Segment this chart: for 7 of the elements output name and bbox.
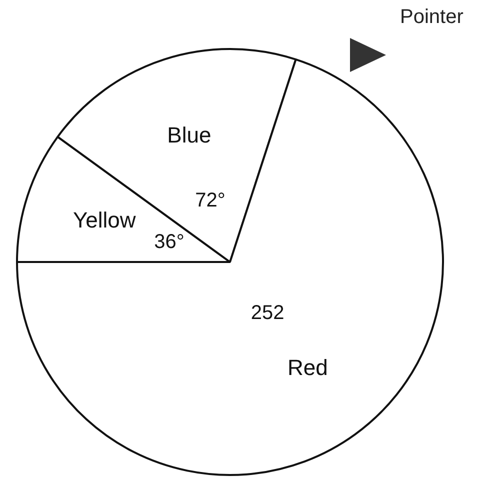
slice-label: Blue: [167, 122, 212, 148]
data-label: 72°: [195, 190, 226, 212]
slice-label: Yellow: [73, 207, 136, 232]
text: Pointer: [400, 6, 464, 29]
data-label: 252: [250, 302, 284, 324]
data-label: 36°: [154, 230, 184, 253]
slice-label: Red: [287, 354, 328, 380]
